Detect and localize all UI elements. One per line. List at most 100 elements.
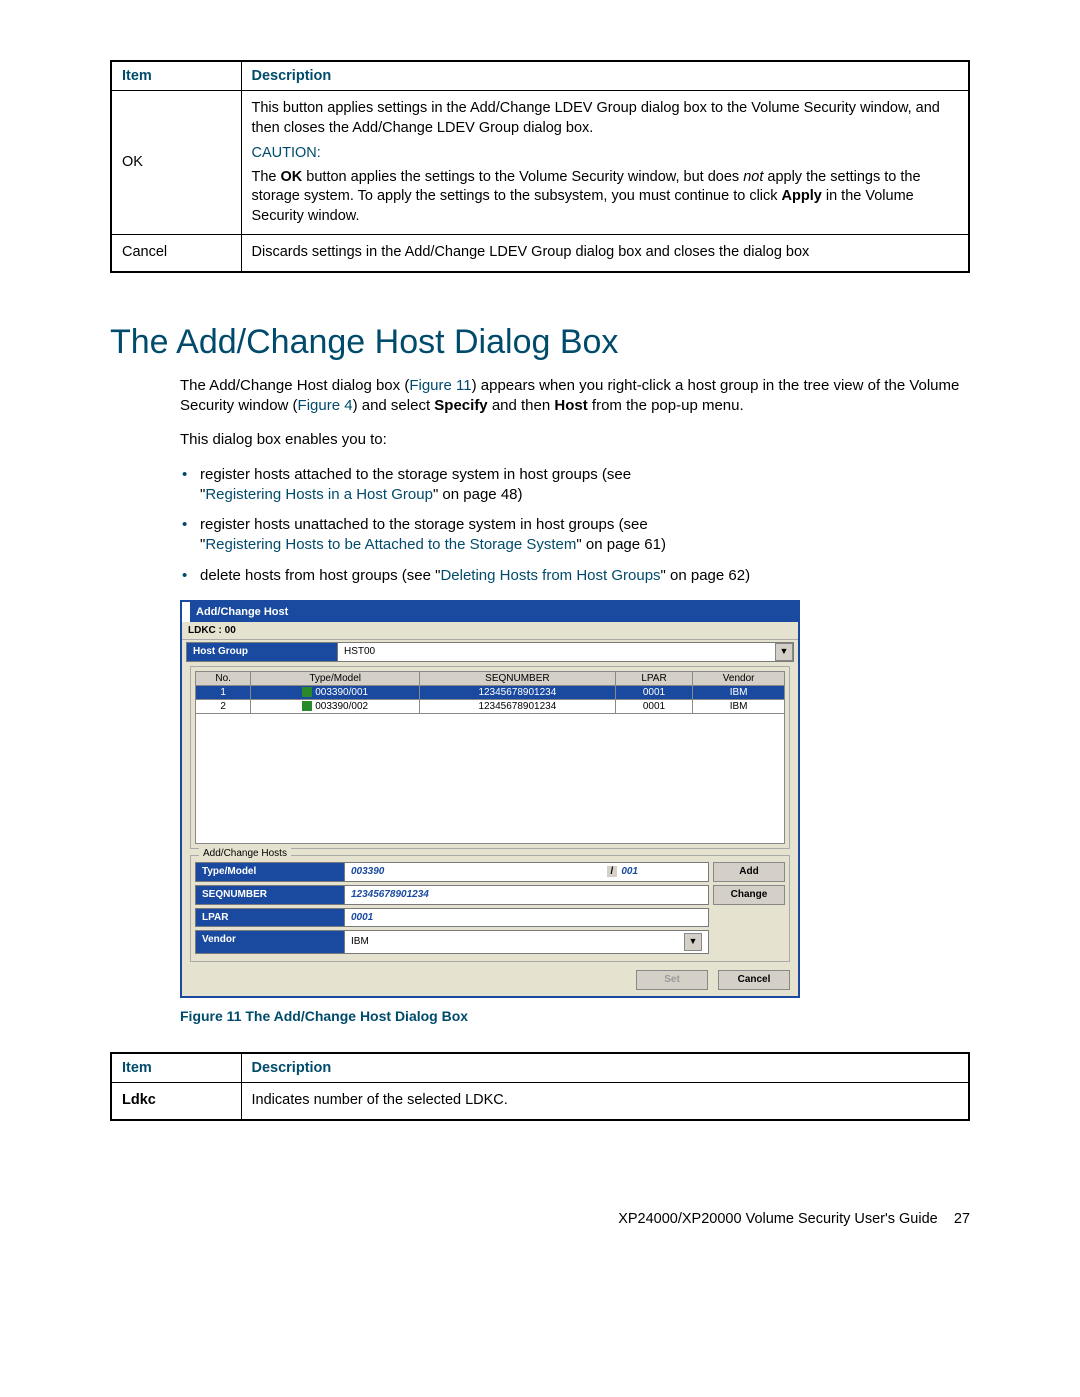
chevron-down-icon[interactable]: ▼ [684,933,702,951]
vendor-label: Vendor [195,930,345,954]
txt: from the pop-up menu. [588,397,744,414]
set-button[interactable]: Set [636,970,708,990]
col-vendor[interactable]: Vendor [693,671,785,685]
caution-label: CAUTION: [252,144,959,164]
txt: delete hosts from host groups (see " [200,567,440,584]
link-register-unattached[interactable]: Registering Hosts to be Attached to the … [205,536,576,553]
grid-empty-area [195,714,785,844]
table-row[interactable]: 2 003390/002 12345678901234 0001 IBM [196,699,785,713]
type-model-value-1: 003390 [351,866,384,877]
intro-paragraph: The Add/Change Host dialog box (Figure 1… [180,376,970,417]
seqnumber-label: SEQNUMBER [195,885,345,905]
page-footer: XP24000/XP20000 Volume Security User's G… [110,1211,970,1227]
txt: 003390/002 [315,701,368,712]
host-group-value: HST00 [344,646,375,657]
txt: " on page 62) [661,567,751,584]
link-delete-hosts[interactable]: Deleting Hosts from Host Groups [440,567,660,584]
document-page: Item Description OK This button applies … [0,0,1080,1277]
table-row[interactable]: 1 003390/001 12345678901234 0001 IBM [196,685,785,699]
col-no[interactable]: No. [196,671,251,685]
txt: The [252,169,281,185]
footer-page-number: 27 [954,1211,970,1227]
cell: 1 [196,685,251,699]
ok-intro: This button applies settings in the Add/… [252,100,940,136]
txt: register hosts unattached to the storage… [200,516,648,533]
type-model-field[interactable]: 003390 / 001 [345,862,709,882]
cell-desc-ok: This button applies settings in the Add/… [241,91,969,235]
dialog-titlebar: Add/Change Host [182,602,798,622]
section-heading: The Add/Change Host Dialog Box [110,323,970,362]
table-row: Cancel Discards settings in the Add/Chan… [111,235,969,272]
chevron-down-icon[interactable]: ▼ [775,643,793,661]
apply-bold: Apply [782,188,822,204]
dialog-button-row: Set Cancel [182,966,798,996]
ok-cancel-table: Item Description OK This button applies … [110,60,970,273]
add-change-host-dialog: Add/Change Host LDKC : 00 Host Group HST… [180,600,800,998]
table-row: OK This button applies settings in the A… [111,91,969,235]
list-item: register hosts unattached to the storage… [180,515,970,556]
host-grid[interactable]: No. Type/Model SEQNUMBER LPAR Vendor 1 0… [195,671,785,714]
link-figure-11[interactable]: Figure 11 [409,377,471,394]
type-model-value-2: 001 [621,866,638,877]
cell: 003390/001 [251,685,420,699]
add-button[interactable]: Add [713,862,785,882]
txt: register hosts attached to the storage s… [200,466,631,483]
host-group-row: Host Group HST00 ▼ [186,642,794,662]
title-stripe-icon [182,602,190,622]
txt: ) and select [353,397,435,414]
link-figure-4[interactable]: Figure 4 [298,397,353,414]
cell: IBM [693,685,785,699]
cell-item-cancel: Cancel [111,235,241,272]
txt: button applies the settings to the Volum… [302,169,743,185]
link-register-hosts[interactable]: Registering Hosts in a Host Group [205,486,433,503]
seqnumber-value: 12345678901234 [351,889,429,900]
txt: and then [488,397,555,414]
ldkc-label: LDKC : 00 [182,622,798,640]
col-lpar[interactable]: LPAR [615,671,692,685]
type-model-label: Type/Model [195,862,345,882]
group-legend: Add/Change Hosts [199,848,291,859]
th-item: Item [111,1053,241,1083]
cell: IBM [693,699,785,713]
seqnumber-field[interactable]: 12345678901234 [345,885,709,905]
th-desc: Description [241,1053,969,1083]
txt: on page 61) [582,536,666,553]
change-button[interactable]: Change [713,885,785,905]
bullet-list: register hosts attached to the storage s… [180,465,970,586]
ldkc-table: Item Description Ldkc Indicates number o… [110,1052,970,1121]
enable-line: This dialog box enables you to: [180,430,970,450]
ok-bold: OK [281,169,303,185]
txt: 003390/001 [315,687,368,698]
host-icon [302,701,312,711]
specify-bold: Specify [434,397,487,414]
not-italic: not [743,169,763,185]
host-icon [302,687,312,697]
cell: 0001 [615,699,692,713]
host-group-label: Host Group [187,643,337,661]
vendor-select[interactable]: IBM ▼ [345,930,709,954]
col-seqnumber[interactable]: SEQNUMBER [420,671,616,685]
cell: 2 [196,699,251,713]
vendor-value: IBM [351,936,369,947]
footer-title: XP24000/XP20000 Volume Security User's G… [618,1211,938,1227]
table-row: Ldkc Indicates number of the selected LD… [111,1082,969,1119]
host-grid-wrap: No. Type/Model SEQNUMBER LPAR Vendor 1 0… [190,666,790,849]
cancel-button[interactable]: Cancel [718,970,790,990]
cell: 0001 [615,685,692,699]
list-item: delete hosts from host groups (see "Dele… [180,566,970,586]
cell-item-ldkc: Ldkc [111,1082,241,1119]
txt: The Add/Change Host dialog box ( [180,377,409,394]
cell: 003390/002 [251,699,420,713]
txt: on page 48) [438,486,522,503]
add-change-hosts-group: Add/Change Hosts Type/Model 003390 / 001… [190,855,790,962]
host-group-select[interactable]: HST00 ▼ [337,643,793,661]
col-type-model[interactable]: Type/Model [251,671,420,685]
list-item: register hosts attached to the storage s… [180,465,970,506]
cell-item-ok: OK [111,91,241,235]
lpar-field[interactable]: 0001 [345,908,709,927]
cell: 12345678901234 [420,699,616,713]
slash-divider: / [607,866,618,877]
lpar-value: 0001 [351,912,373,923]
dialog-title-text: Add/Change Host [196,606,288,618]
cell-desc-ldkc: Indicates number of the selected LDKC. [241,1082,969,1119]
